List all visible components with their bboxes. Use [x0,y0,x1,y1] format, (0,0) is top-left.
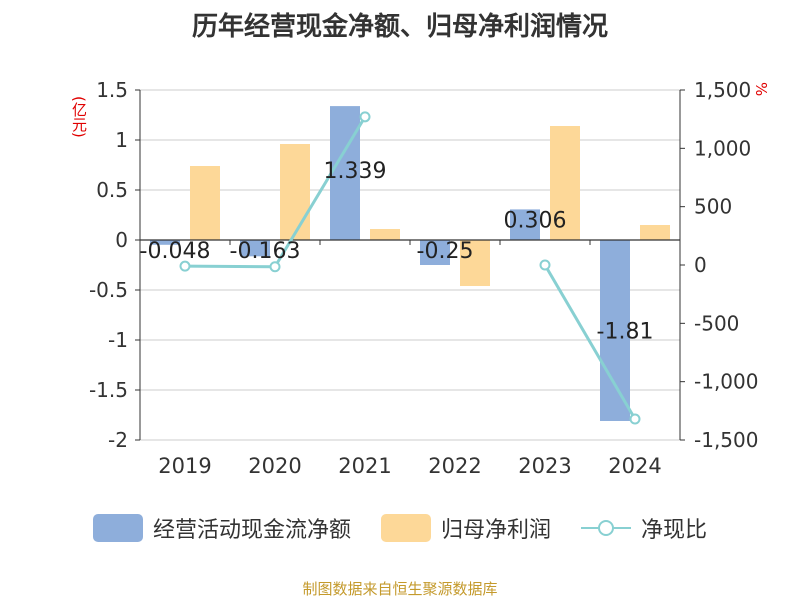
left-axis-tick-label: 1.5 [96,78,128,102]
ratio-line-segment [543,264,637,420]
ratio-point [359,111,371,123]
bar-operating-cf [510,209,540,240]
legend-label-ratio: 净现比 [641,518,708,543]
left-axis-tick-label: -2 [108,428,128,452]
right-axis-tick-label: 500 [694,195,732,219]
right-axis-tick-label: 0 [694,253,707,277]
right-axis-tick-label: -500 [694,311,739,335]
right-axis-tick-label: 1,500 [694,78,751,102]
data-source-note: 制图数据来自恒生聚源数据库 [302,580,498,598]
bar-data-label: -1.81 [597,320,654,345]
bar-operating-cf [240,240,270,257]
ratio-point [179,260,191,272]
bar-net-profit [370,229,400,240]
legend-swatch-operating-cf [92,514,143,542]
legend: 经营活动现金流净额 归母净利润 净现比 [0,512,800,544]
bar-net-profit [460,240,490,286]
ratio-point [629,413,641,425]
left-axis-unit: (亿元) [70,96,88,138]
left-axis-tick-label: -1 [108,328,128,352]
legend-label-net-profit: 归母净利润 [440,518,551,543]
legend-item-net-profit[interactable]: 归母净利润 [380,512,551,544]
legend-item-operating-cf[interactable]: 经营活动现金流净额 [92,512,351,544]
bar-net-profit [550,126,580,240]
ratio-point [539,259,551,271]
chart-title: 历年经营现金净额、归母净利润情况 [191,12,608,42]
left-axis-tick-label: 0 [115,228,128,252]
bar-net-profit [280,144,310,240]
bar-data-label: 0.306 [504,208,567,233]
bar-data-label: -0.048 [140,239,211,264]
bar-operating-cf [150,240,180,245]
bar-data-label: -0.25 [417,239,474,264]
bar-data-label: -0.163 [230,239,301,264]
bar-data-label: 1.339 [324,159,387,184]
right-axis-unit: % [752,81,770,97]
left-axis-tick-label: 0.5 [96,178,128,202]
legend-label-operating-cf: 经营活动现金流净额 [152,518,351,543]
right-axis-tick-label: -1,500 [694,428,758,452]
legend-swatch-ratio [581,514,631,542]
ratio-point [269,261,281,273]
legend-swatch-net-profit [380,514,431,542]
right-axis-tick-label: 1,000 [694,136,751,160]
legend-item-ratio[interactable]: 净现比 [581,512,707,544]
x-axis-tick-label: 2019 [158,454,211,478]
bar-net-profit [190,166,220,240]
left-axis-tick-label: 1 [115,128,128,152]
x-axis-tick-label: 2020 [248,454,301,478]
x-axis-tick-label: 2022 [428,454,481,478]
bar-operating-cf [330,106,360,240]
right-axis-tick-label: -1,000 [694,370,758,394]
left-axis-tick-label: -1.5 [89,378,128,402]
bar-operating-cf [420,240,450,265]
x-axis-tick-label: 2023 [518,454,571,478]
legend-swatch-ratio-marker [598,520,614,536]
x-axis-tick-label: 2024 [608,454,661,478]
left-axis-tick-label: -0.5 [89,278,128,302]
bar-net-profit [640,225,670,240]
bar-operating-cf [600,240,630,421]
x-axis-tick-label: 2021 [338,454,391,478]
